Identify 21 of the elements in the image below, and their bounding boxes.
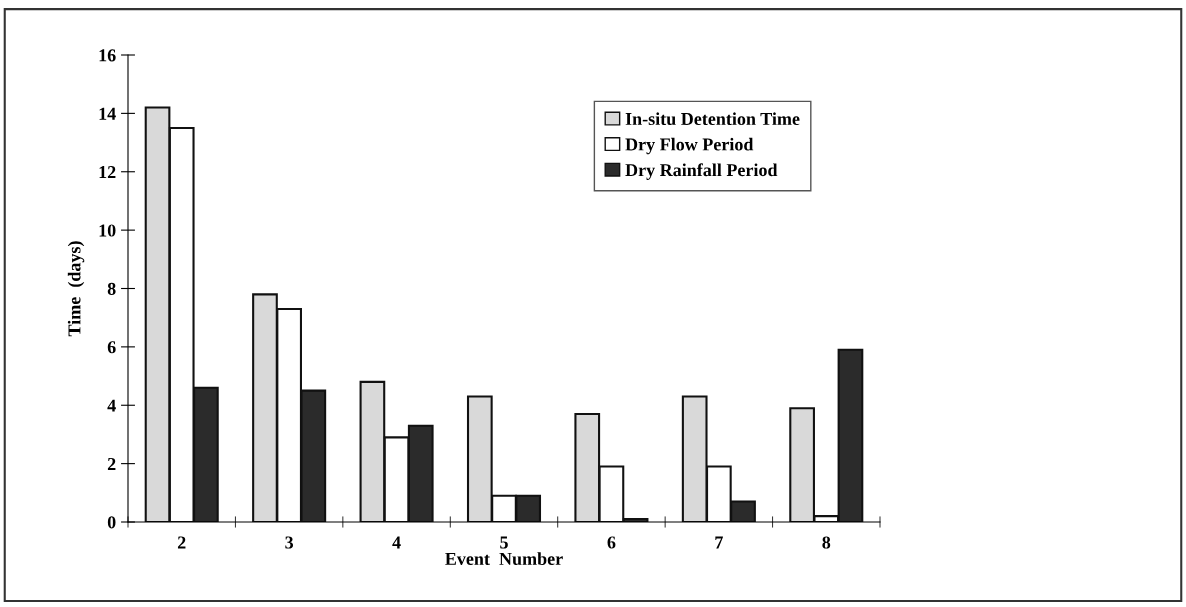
y-tick-label: 8 xyxy=(107,282,116,295)
legend-label: In-situ Detention Time xyxy=(625,112,800,126)
x-axis-title: Event Number xyxy=(445,552,563,566)
y-tick-label: 14 xyxy=(99,107,116,120)
x-tick-label: 6 xyxy=(607,536,616,549)
legend-label: Dry Flow Period xyxy=(625,137,754,155)
x-tick-label: 2 xyxy=(177,536,186,549)
y-axis-title: Time (days) xyxy=(67,241,85,337)
x-tick-label: 8 xyxy=(822,536,831,549)
x-tick-label: 4 xyxy=(392,536,401,549)
legend-label: Dry Rainfall Period xyxy=(625,163,778,180)
y-tick-label: 0 xyxy=(107,516,116,529)
y-tick-label: 12 xyxy=(99,166,116,179)
x-tick-label: 3 xyxy=(285,536,294,549)
y-tick-label: 6 xyxy=(107,341,116,354)
y-tick-label: 16 xyxy=(99,49,116,62)
y-tick-label: 10 xyxy=(99,224,116,237)
y-tick-label: 2 xyxy=(107,457,116,470)
y-tick-label: 4 xyxy=(107,399,116,412)
x-tick-label: 7 xyxy=(715,536,723,549)
x-tick-label: 5 xyxy=(500,536,508,549)
